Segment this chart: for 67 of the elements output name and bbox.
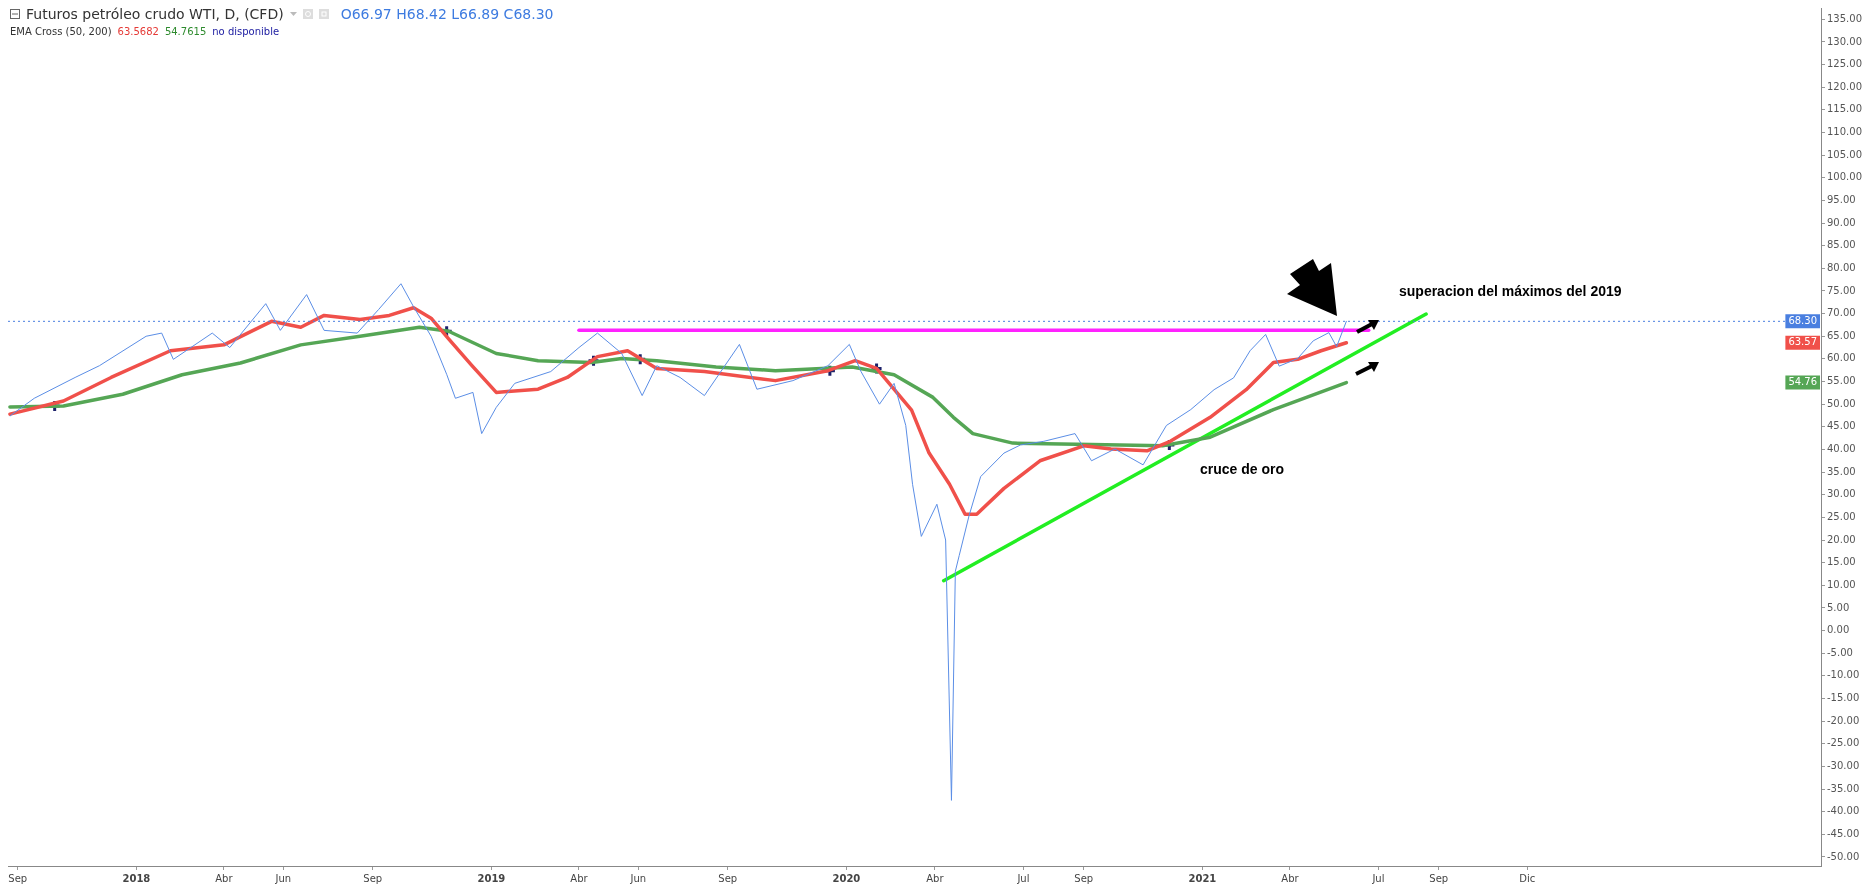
y-tick-label: 115.00 [1827, 103, 1863, 115]
y-tick-label: 25.00 [1827, 510, 1856, 522]
x-tick-label: Jul [1016, 872, 1030, 884]
y-tick-label: -25.00 [1827, 737, 1860, 749]
y-tick-label: 50.00 [1827, 397, 1856, 409]
y-tick-label: -20.00 [1827, 714, 1860, 726]
y-tick-label: 80.00 [1827, 261, 1856, 273]
y-tick-label: 20.00 [1827, 533, 1856, 545]
x-tick-label: 2019 [477, 872, 506, 884]
y-tick-label: 10.00 [1827, 578, 1856, 590]
y-tick-label: 110.00 [1827, 126, 1863, 138]
x-tick-label: 2020 [832, 872, 861, 884]
y-tick-label: 15.00 [1827, 556, 1856, 568]
x-tick-label: 2021 [1188, 872, 1217, 884]
x-tick-label: Sep [718, 872, 738, 884]
chart-title: Futuros petróleo crudo WTI, D, (CFD) [26, 6, 284, 22]
x-tick-label: Abr [570, 872, 589, 884]
x-tick-label: Abr [926, 872, 945, 884]
x-tick-label: Jun [274, 872, 292, 884]
y-tick-label: -5.00 [1827, 646, 1853, 658]
y-tick-label: -15.00 [1827, 692, 1860, 704]
y-tick-label: 85.00 [1827, 239, 1856, 251]
annotation: no disponible [212, 26, 280, 37]
x-tick-label: Sep [363, 872, 383, 884]
y-tick-label: -30.00 [1827, 759, 1860, 771]
y-tick-label: -45.00 [1827, 827, 1860, 839]
annotation: 63.5682 [117, 26, 159, 37]
y-tick-label: -35.00 [1827, 782, 1860, 794]
y-tick-label: 5.00 [1827, 601, 1850, 613]
x-tick-label: Abr [215, 872, 234, 884]
x-tick-label: Sep [1074, 872, 1094, 884]
y-tick-label: 40.00 [1827, 443, 1856, 455]
y-tick-label: 45.00 [1827, 420, 1856, 432]
y-tick-label: 30.00 [1827, 488, 1856, 500]
y-tick-label: -40.00 [1827, 805, 1860, 817]
y-tick-label: 35.00 [1827, 465, 1856, 477]
y-tick-label: -50.00 [1827, 850, 1860, 862]
annotation: superacion del máximos del 2019 [1399, 283, 1622, 299]
y-tick-label: 100.00 [1827, 171, 1863, 183]
y-tick-label: 70.00 [1827, 307, 1856, 319]
ref-line-label: 68.30 [1788, 314, 1818, 326]
y-tick-label: 125.00 [1827, 58, 1863, 70]
x-tick-label: Jun [629, 872, 647, 884]
x-tick-label: Dic [1519, 872, 1536, 884]
x-tick-label: Sep [8, 872, 28, 884]
annotation: 54.7615 [164, 26, 207, 37]
x-tick-label: Sep [1429, 872, 1449, 884]
y-tick-label: 55.00 [1827, 375, 1856, 387]
y-tick-label: 75.00 [1827, 284, 1856, 296]
y-tick-label: 120.00 [1827, 80, 1863, 92]
y-tick-label: 60.00 [1827, 352, 1856, 364]
x-tick-label: Abr [1281, 872, 1300, 884]
y-tick-label: 0.00 [1827, 624, 1850, 636]
y-tick-label: 130.00 [1827, 35, 1863, 47]
y-tick-label: 95.00 [1827, 194, 1856, 206]
annotation: EMA Cross (50, 200) [10, 26, 112, 37]
y-tick-label: 90.00 [1827, 216, 1856, 228]
annotation: cruce de oro [1200, 461, 1285, 477]
annotation: 54.76 [1788, 376, 1818, 388]
annotation: 63.57 [1788, 336, 1818, 348]
y-tick-label: 105.00 [1827, 148, 1863, 160]
y-tick-label: -10.00 [1827, 669, 1860, 681]
chart-subtitle: O66.97 H68.42 L66.89 C68.30 [340, 6, 554, 22]
y-tick-label: 65.00 [1827, 329, 1856, 341]
y-tick-label: 135.00 [1827, 12, 1863, 24]
x-tick-label: 2018 [122, 872, 151, 884]
x-tick-label: Jul [1371, 872, 1385, 884]
